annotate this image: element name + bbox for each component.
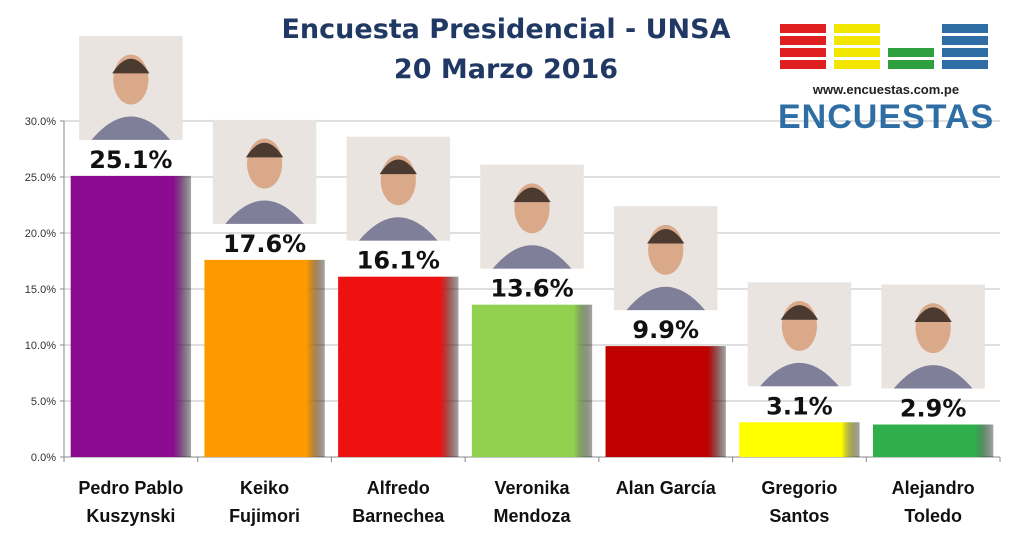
bar: [605, 346, 726, 457]
logo-url: www.encuestas.com.pe: [812, 82, 960, 97]
data-label: 9.9%: [632, 316, 699, 344]
bar: [872, 424, 994, 457]
x-tick-label: Alan García: [616, 478, 717, 498]
data-label: 2.9%: [900, 395, 967, 423]
logo-bar: [942, 48, 988, 57]
encuestas-logo: www.encuestas.com.pe ENCUESTAS: [778, 14, 994, 138]
x-tick-label: Toledo: [904, 506, 962, 526]
bar: [471, 304, 593, 457]
candidate-photo-icon: [212, 119, 317, 224]
logo-bars-icon: [780, 24, 988, 69]
logo-bar: [780, 24, 826, 33]
candidate-photo-icon: [480, 164, 584, 269]
logo-bar: [780, 36, 826, 45]
x-tick-label: Alfredo: [367, 478, 430, 498]
x-tick-label: Keiko: [240, 478, 289, 498]
data-label: 3.1%: [766, 392, 833, 420]
candidate-photo-icon: [747, 282, 852, 387]
chart-title: Encuesta Presidencial - UNSA: [281, 14, 731, 45]
candidate-photo-icon: [346, 136, 451, 241]
logo-bar: [834, 24, 880, 33]
data-label: 17.6%: [223, 230, 306, 258]
y-tick-label: 10.0%: [25, 340, 56, 352]
data-label: 13.6%: [490, 275, 573, 303]
logo-bar: [942, 60, 988, 69]
x-tick-label: Gregorio: [761, 478, 837, 498]
y-tick-label: 30.0%: [25, 116, 56, 128]
logo-bar: [780, 60, 826, 69]
x-tick-label: Santos: [769, 506, 829, 526]
data-label: 16.1%: [357, 247, 440, 275]
y-tick-label: 15.0%: [25, 284, 56, 296]
data-label: 25.1%: [89, 146, 172, 174]
x-tick-label: Veronika: [494, 478, 570, 498]
chart-subtitle: 20 Marzo 2016: [393, 54, 619, 85]
logo-bar: [834, 60, 880, 69]
bar: [338, 276, 459, 457]
logo-bar: [780, 48, 826, 57]
y-tick-label: 0.0%: [31, 452, 56, 464]
x-tick-label: Pedro Pablo: [78, 478, 183, 498]
logo-bar: [942, 24, 988, 33]
x-tick-label: Mendoza: [493, 506, 571, 526]
bar: [204, 259, 325, 457]
bar: [70, 175, 192, 457]
logo-word: ENCUESTAS: [778, 98, 995, 136]
y-tick-label: 5.0%: [31, 396, 56, 408]
x-tick-label: Alejandro: [892, 478, 975, 498]
bar: [739, 422, 860, 457]
x-tick-label: Barnechea: [352, 506, 445, 526]
logo-bar: [834, 36, 880, 45]
candidate-photo-icon: [881, 284, 985, 389]
candidate-photo-icon: [613, 206, 718, 311]
candidate-photo-icon: [79, 35, 183, 140]
logo-bar: [888, 60, 934, 69]
x-tick-label: Kuszynski: [86, 506, 175, 526]
x-tick-label: Fujimori: [229, 506, 300, 526]
y-tick-label: 25.0%: [25, 172, 56, 184]
logo-bar: [888, 48, 934, 57]
logo-bar: [834, 48, 880, 57]
logo-bar: [942, 36, 988, 45]
y-tick-label: 20.0%: [25, 228, 56, 240]
